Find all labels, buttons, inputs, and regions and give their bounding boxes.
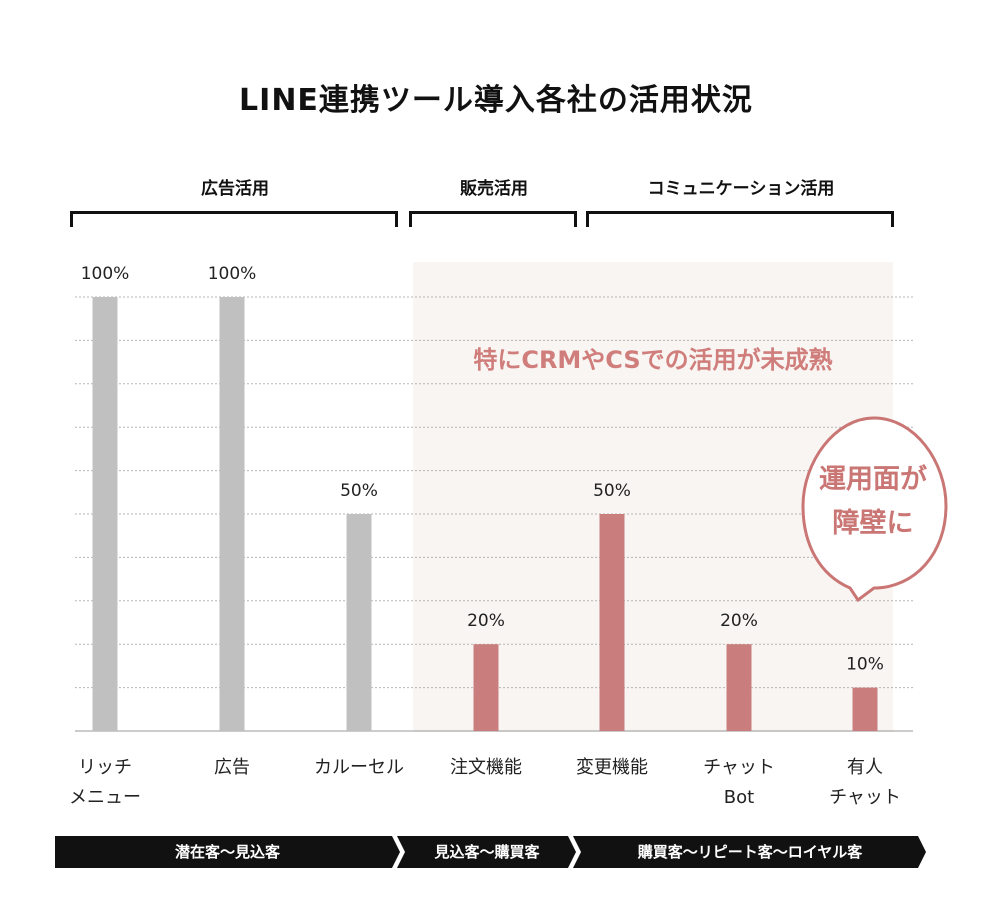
data-labels: 100% 100% 50% 20% 50% 20% 10% [81,264,884,675]
bars [92,297,878,731]
category-label-line1: 変更機能 [576,757,648,778]
bar [219,297,245,731]
data-label: 100% [81,264,130,284]
stage-prospect: 潜在客〜見込客 [174,843,280,861]
stage-buyer: 見込客〜購買客 [434,843,540,861]
speech-bubble-text: 運用面が 障壁に [800,458,946,546]
category-label-line1: チャット [703,757,775,778]
bar [92,297,118,731]
bar [726,644,752,731]
category-label-line1: 注文機能 [450,757,522,778]
bar [346,514,372,731]
group-bracket-ads [70,211,398,227]
speech-bubble [801,416,948,603]
category-label-line1: 有人 [847,757,883,778]
category-label-line1: カルーセル [314,757,404,778]
bubble-line-1: 運用面が [819,464,927,495]
category-label: 注文機能 [426,753,546,783]
bar [599,514,625,731]
group-bracket-sales [409,211,577,227]
data-label: 10% [846,655,884,675]
category-label: カルーセル [299,753,419,783]
category-label: 広告 [172,753,292,783]
bubble-line-2: 障壁に [832,508,914,539]
group-bracket-communication [586,211,894,227]
data-label: 50% [340,481,378,501]
stage-loyal: 購買客〜リピート客〜ロイヤル客 [637,843,863,861]
data-label: 20% [720,611,758,631]
data-label: 50% [593,481,631,501]
category-label-line1: 広告 [214,757,250,778]
category-label: 変更機能 [552,753,672,783]
bar [852,687,878,731]
category-label: 有人 チャット [805,753,925,813]
category-label-line2: メニュー [69,787,141,808]
group-label-communication: コミュニケーション活用 [647,179,835,199]
group-label-ads: 広告活用 [201,179,269,199]
highlight-caption: 特にCRMやCSでの活用が未成熟 [473,346,833,374]
category-label-line1: リッチ [78,757,132,778]
group-label-sales: 販売活用 [460,179,528,199]
data-label: 100% [208,264,257,284]
category-label: リッチ メニュー [45,753,165,813]
category-label-line2: チャット [829,787,901,808]
bar [473,644,499,731]
category-label: チャット Bot [679,753,799,813]
data-label: 20% [467,611,505,631]
category-label-line2: Bot [723,787,755,808]
chart-title: LINE連携ツール導入各社の活用状況 [239,83,753,118]
